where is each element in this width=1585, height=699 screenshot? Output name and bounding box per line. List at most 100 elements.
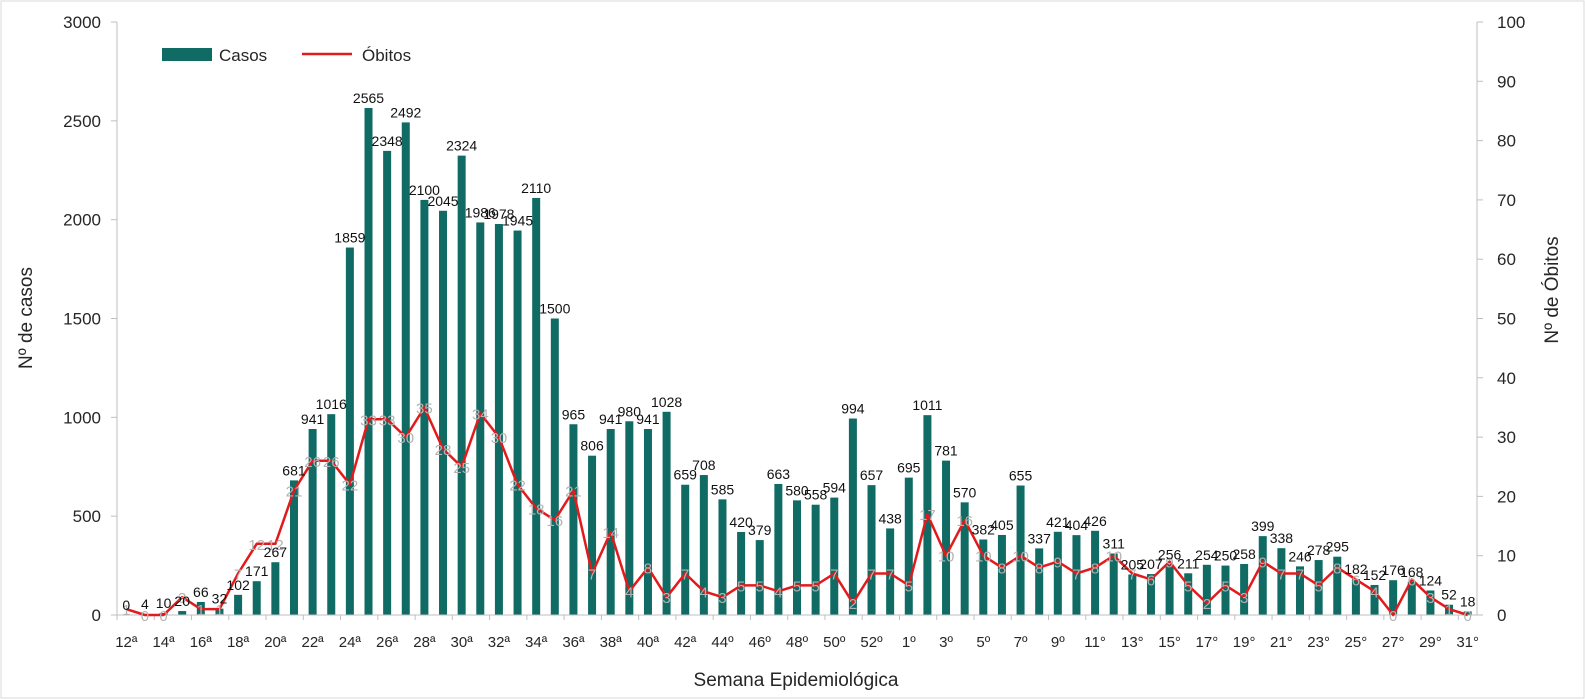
bar-casos [1389,580,1398,615]
bar-label-casos: 941 [636,411,660,427]
point-label-obitos: 8 [1333,561,1341,578]
x-tick-label: 34ª [525,634,548,651]
bar-label-casos: 420 [729,514,753,530]
bar-label-casos: 168 [1400,564,1424,580]
x-tick-label: 46º [749,634,772,651]
bar-label-casos: 207 [1139,556,1163,572]
point-label-obitos: 5 [1314,578,1322,595]
bar-casos [997,534,1006,615]
bar-casos [345,247,354,616]
bar-casos [1072,535,1081,615]
bar-casos [588,455,597,615]
bar-label-casos: 2045 [427,193,458,209]
y-tick-left-label: 1000 [63,408,101,427]
legend: Casos Óbitos [162,46,411,65]
bar-label-casos: 580 [785,482,809,498]
bar-casos [960,502,969,615]
point-label-obitos: 4 [625,584,633,601]
point-label-obitos: 1 [215,602,223,619]
legend-casos-label: Casos [219,46,267,65]
bar-label-casos: 708 [692,457,716,473]
point-label-obitos: 9 [1259,555,1267,572]
point-label-obitos: 0 [159,608,167,625]
bar-label-casos: 32 [212,591,228,607]
bar-casos [1053,531,1062,615]
bar-label-casos: 337 [1028,530,1052,546]
x-tick-label: 20ª [264,634,287,651]
point-label-obitos: 12 [248,537,265,554]
bar-label-casos: 278 [1307,542,1331,558]
point-label-obitos: 7 [234,566,242,583]
bar-casos [476,222,485,615]
point-label-obitos: 10 [1105,549,1122,566]
x-tick-label: 9º [1051,634,1065,651]
bar-casos [1128,574,1137,615]
bar-label-casos: 211 [1177,555,1200,571]
point-label-obitos: 22 [342,478,359,495]
point-label-obitos: 9 [1054,555,1062,572]
point-label-obitos: 8 [1035,561,1043,578]
bar-casos [1035,548,1044,615]
bar-casos [1407,581,1416,615]
point-label-obitos: 5 [793,578,801,595]
point-label-obitos: 3 [1240,590,1248,607]
point-label-obitos: 7 [1277,566,1285,583]
bar-casos [1258,536,1267,615]
bar-casos [569,424,578,615]
y-tick-right-label: 10 [1497,547,1516,566]
bar-casos [979,539,988,615]
point-label-obitos: 33 [379,412,396,429]
bar-casos [830,497,839,615]
x-tick-label: 11° [1084,634,1106,651]
bar-label-casos: 659 [674,467,698,483]
point-label-obitos: 6 [1408,572,1416,589]
point-label-obitos: 26 [323,454,340,471]
bar-casos [401,122,410,615]
bar-casos [1165,564,1174,615]
bar-label-casos: 399 [1251,518,1275,534]
y-tick-left-label: 3000 [63,13,101,32]
point-label-obitos: 5 [756,578,764,595]
bar-label-casos: 18 [1460,593,1476,609]
bar-label-casos: 404 [1065,517,1089,533]
bar-casos [439,210,448,615]
point-label-obitos: 30 [491,430,508,447]
bar-label-casos: 124 [1419,572,1443,588]
point-label-obitos: 6 [1147,572,1155,589]
point-label-obitos: 7 [1128,566,1136,583]
bar-casos [848,418,857,615]
bar-label-casos: 980 [618,403,642,419]
bar-label-casos: 20 [174,593,190,609]
point-label-obitos: 5 [1221,578,1229,595]
bar-casos [1296,566,1305,615]
point-label-obitos: 6 [1352,572,1360,589]
bar-label-casos: 681 [282,462,306,478]
y-tick-right-label: 80 [1497,132,1516,151]
bar-label-casos: 941 [301,411,325,427]
point-label-obitos: 5 [1184,578,1192,595]
deaths-line-layer [125,406,1469,617]
bar-casos [1314,560,1323,615]
bar-casos [383,150,392,615]
bar-casos [308,428,317,615]
y-tick-right-label: 0 [1497,606,1506,625]
point-label-obitos: 17 [919,507,936,524]
bar-label-casos: 2100 [409,182,440,198]
x-tick-label: 25° [1345,634,1368,651]
bar-casos [252,581,261,615]
point-label-obitos: 21 [286,483,303,500]
point-label-obitos: 5 [811,578,819,595]
bar-label-casos: 379 [748,522,772,538]
bar-casos [904,477,913,615]
bar-casos [1370,584,1379,615]
bar-casos [1351,579,1360,615]
bar-label-casos: 66 [193,584,209,600]
bar-label-casos: 994 [841,401,865,417]
bar-label-casos: 205 [1121,556,1145,572]
y-axis-title-right: Nº de Óbitos [1541,236,1563,343]
point-label-obitos: 1 [197,602,205,619]
bar-label-casos: 2348 [372,133,403,149]
point-label-obitos: 7 [681,566,689,583]
